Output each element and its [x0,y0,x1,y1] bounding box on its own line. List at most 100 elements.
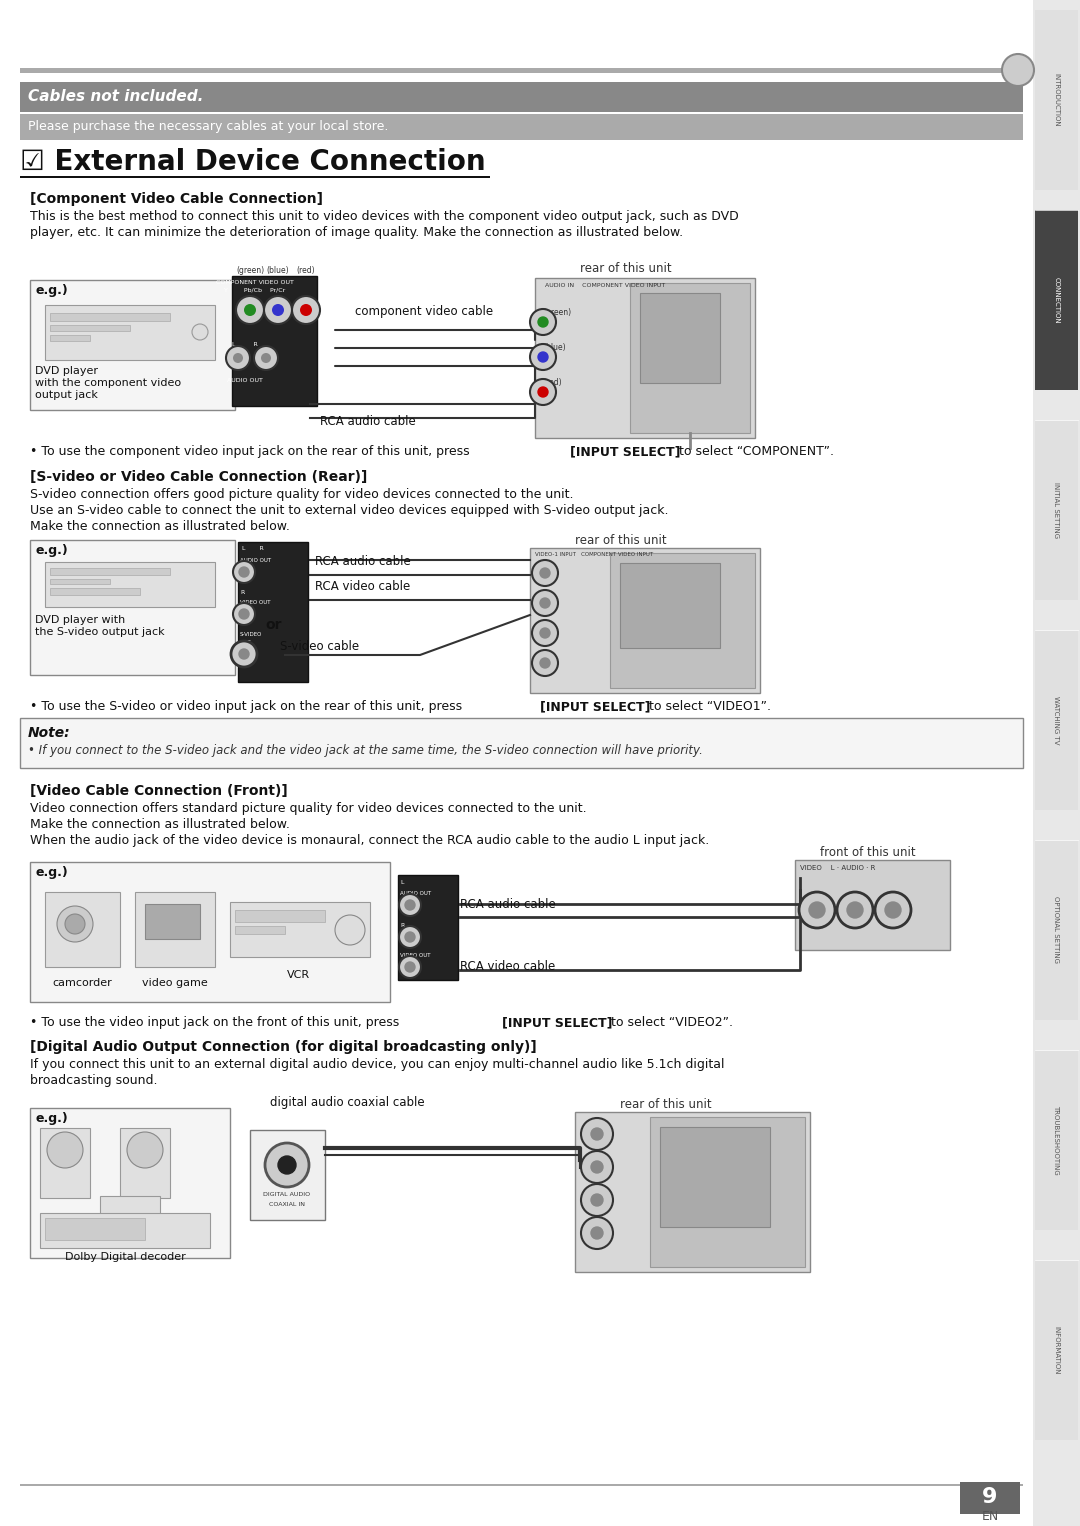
Circle shape [532,620,558,645]
Circle shape [809,902,825,919]
Bar [21,114,1023,140]
Text: rear of this unit: rear of this unit [580,262,672,275]
Text: R: R [240,591,244,595]
Bar [535,278,755,438]
Text: (blue): (blue) [543,343,566,353]
Text: OPTIONAL SETTING: OPTIONAL SETTING [1053,896,1059,963]
Circle shape [65,914,85,934]
Bar [50,588,140,595]
Bar [21,82,1023,111]
Bar [610,552,755,688]
Text: DVD player with: DVD player with [35,615,125,626]
Circle shape [57,906,93,942]
Bar [50,325,130,331]
Bar [235,909,325,922]
Circle shape [538,388,548,397]
Circle shape [226,346,249,369]
Text: the S-video output jack: the S-video output jack [35,627,164,636]
Text: • To use the component video input jack on the rear of this unit, press: • To use the component video input jack … [30,446,474,458]
Text: broadcasting sound.: broadcasting sound. [30,1074,158,1087]
Bar [1035,1050,1078,1230]
Bar [21,175,490,179]
Circle shape [292,296,320,324]
Text: Make the connection as illustrated below.: Make the connection as illustrated below… [30,520,289,533]
Circle shape [1002,53,1034,85]
Text: Y        Pb/Cb    Pr/Cr: Y Pb/Cb Pr/Cr [225,288,285,293]
Text: RCA audio cable: RCA audio cable [320,415,416,427]
Bar [50,313,170,320]
Circle shape [265,1143,309,1187]
Bar [45,893,120,967]
Text: L       R: L R [242,546,264,551]
Text: e.g.): e.g.) [35,1112,68,1125]
Text: S-video connection offers good picture quality for video devices connected to th: S-video connection offers good picture q… [30,488,573,501]
Circle shape [540,568,550,578]
Text: • To use the video input jack on the front of this unit, press: • To use the video input jack on the fro… [30,1016,403,1029]
Text: CONNECTION: CONNECTION [1053,276,1059,324]
Bar [30,540,235,674]
Bar [21,69,1028,73]
Circle shape [192,324,208,340]
Bar [50,578,110,584]
Text: [INPUT SELECT]: [INPUT SELECT] [570,446,680,458]
Bar [50,336,90,340]
Circle shape [581,1119,613,1151]
Text: RCA video cable: RCA video cable [315,580,410,594]
Circle shape [530,343,556,369]
Text: front of this unit: front of this unit [820,845,916,859]
Text: with the component video: with the component video [35,378,181,388]
Text: e.g.): e.g.) [35,543,68,557]
Circle shape [581,1184,613,1216]
Text: When the audio jack of the video device is monaural, connect the RCA audio cable: When the audio jack of the video device … [30,835,710,847]
Circle shape [540,629,550,638]
Text: 9: 9 [983,1486,998,1508]
Text: [INPUT SELECT]: [INPUT SELECT] [540,700,650,713]
Text: DVD player: DVD player [35,366,98,375]
Circle shape [405,932,415,942]
Circle shape [405,900,415,909]
Text: to select “VIDEO2”.: to select “VIDEO2”. [607,1016,733,1029]
Circle shape [799,893,835,928]
Bar [230,902,370,957]
Text: (red): (red) [297,266,315,275]
Text: OUT: OUT [240,639,252,645]
Text: VIDEO OUT: VIDEO OUT [240,600,270,604]
Text: [S-video or Video Cable Connection (Rear)]: [S-video or Video Cable Connection (Rear… [30,470,367,484]
Text: Note:: Note: [28,726,70,740]
Text: video game: video game [143,978,207,987]
Text: to select “VIDEO1”.: to select “VIDEO1”. [645,700,771,713]
Circle shape [581,1151,613,1183]
Text: camcorder: camcorder [52,978,112,987]
Text: WATCHING TV: WATCHING TV [1053,696,1059,745]
Circle shape [538,353,548,362]
Bar [40,1213,210,1248]
Text: [INPUT SELECT]: [INPUT SELECT] [502,1016,612,1029]
Bar [232,276,318,406]
Circle shape [532,560,558,586]
Circle shape [875,893,912,928]
Bar [45,562,215,607]
Text: VCR: VCR [286,971,310,980]
Text: RCA video cable: RCA video cable [460,960,555,974]
Bar [30,1108,230,1257]
Text: (red): (red) [543,378,562,388]
Bar [100,1196,160,1236]
Text: [Component Video Cable Connection]: [Component Video Cable Connection] [30,192,323,206]
Text: (green): (green) [235,266,265,275]
Text: e.g.): e.g.) [35,865,68,879]
Text: Make the connection as illustrated below.: Make the connection as illustrated below… [30,818,289,832]
Bar [530,548,760,693]
Text: VIDEO-1 INPUT   COMPONENT VIDEO INPUT: VIDEO-1 INPUT COMPONENT VIDEO INPUT [535,552,653,557]
Bar [575,1112,810,1273]
Text: Cables not included.: Cables not included. [28,89,203,104]
Text: or: or [265,618,282,632]
Bar [640,293,720,383]
Text: player, etc. It can minimize the deterioration of image quality. Make the connec: player, etc. It can minimize the deterio… [30,226,684,240]
Circle shape [405,961,415,972]
Circle shape [300,304,312,316]
Text: This is the best method to connect this unit to video devices with the component: This is the best method to connect this … [30,211,739,223]
Circle shape [244,304,256,316]
Circle shape [538,317,548,327]
Bar [1035,211,1078,391]
Bar [960,1482,1020,1514]
